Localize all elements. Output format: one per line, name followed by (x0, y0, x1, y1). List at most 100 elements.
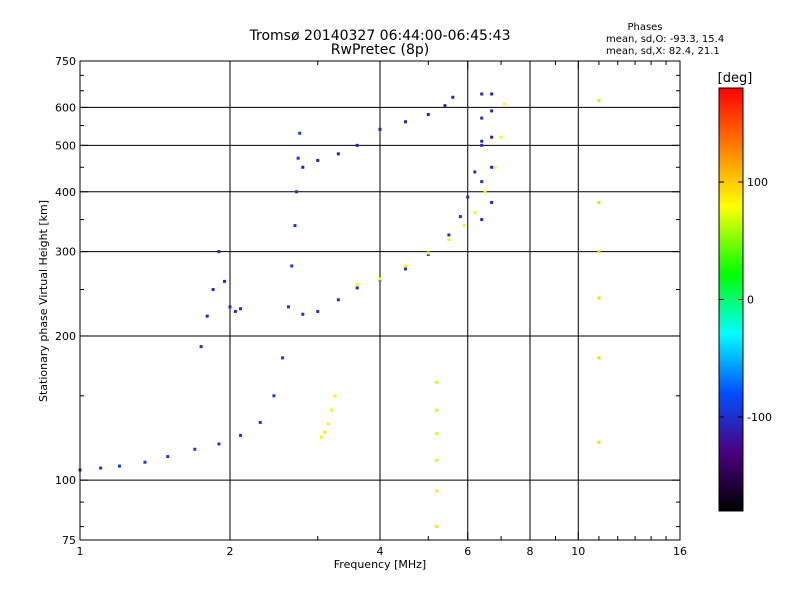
data-point (166, 455, 170, 459)
x-tick-label: 10 (571, 545, 585, 558)
data-point (355, 283, 359, 287)
axes: 1 2 4 6 8 10 16 75 100 200 300 400 500 600 750 (55, 55, 687, 558)
data-point (490, 200, 494, 204)
data-point (193, 447, 197, 451)
data-point (490, 135, 494, 139)
data-point (483, 190, 487, 194)
data-point (435, 525, 439, 529)
data-point (480, 139, 484, 143)
data-point (378, 127, 382, 131)
data-point (223, 279, 227, 283)
data-point (435, 458, 439, 462)
data-point (458, 215, 462, 219)
y-tick-label: 300 (55, 246, 76, 259)
y-tick-label: 600 (55, 101, 76, 114)
x-tick-label: 16 (673, 545, 687, 558)
data-point (426, 251, 430, 255)
y-tick-label: 100 (55, 474, 76, 487)
data-point (217, 442, 221, 446)
colorbar-label: [deg] (718, 71, 753, 86)
data-point (480, 218, 484, 222)
x-axis-label: Frequency [MHz] (334, 558, 426, 571)
data-point (290, 264, 294, 268)
data-point (316, 309, 320, 313)
data-point (597, 200, 601, 204)
data-point (143, 460, 147, 464)
data-point (480, 180, 484, 184)
data-point (233, 309, 237, 313)
data-point (499, 135, 503, 139)
data-point (403, 267, 407, 271)
data-point (239, 433, 243, 437)
x-tick-label: 8 (527, 545, 534, 558)
data-point (435, 408, 439, 412)
grid (80, 61, 680, 540)
data-point (462, 224, 466, 228)
data-point (480, 143, 484, 147)
data-point (502, 102, 506, 106)
data-point (597, 250, 601, 254)
data-point (217, 250, 221, 254)
data-point (333, 394, 337, 398)
data-point (447, 233, 451, 237)
y-tick-label: 200 (55, 330, 76, 343)
x-tick-label: 6 (464, 545, 471, 558)
y-tick-label: 400 (55, 186, 76, 199)
data-point (443, 104, 447, 108)
x-tick-label: 4 (377, 545, 384, 558)
data-point (435, 432, 439, 436)
y-axis-label: Stationary phase Virtual Height [km] (37, 200, 50, 402)
data-point (597, 356, 601, 360)
data-point (286, 305, 290, 309)
data-point (117, 464, 121, 468)
y-tick-label: 75 (62, 534, 76, 547)
data-point (473, 170, 477, 174)
data-point (597, 296, 601, 300)
data-point (296, 156, 300, 160)
data-point (378, 277, 382, 281)
data-point (473, 211, 477, 215)
data-point (480, 92, 484, 96)
y-tick-label: 500 (55, 139, 76, 152)
data-point (323, 430, 327, 434)
data-point (301, 165, 305, 169)
data-point (490, 109, 494, 113)
data-point (435, 489, 439, 493)
x-tick-label: 1 (77, 545, 84, 558)
data-point (295, 190, 299, 194)
data-point (451, 95, 455, 99)
data-point (272, 394, 276, 398)
legend-heading: Phases (627, 22, 662, 33)
x-tick-label: 2 (227, 545, 234, 558)
data-point (355, 286, 359, 290)
y-tick-label: 750 (55, 55, 76, 68)
data-point (293, 224, 297, 228)
data-point (211, 288, 215, 292)
data-point (493, 165, 497, 169)
colorbar-tick-label: 0 (747, 294, 754, 307)
data-point (99, 466, 103, 470)
data-point (301, 312, 305, 316)
data-point (490, 92, 494, 96)
data-point (326, 422, 330, 426)
data-point (403, 120, 407, 124)
data-point (435, 380, 439, 384)
data-point (597, 99, 601, 103)
data-point (355, 143, 359, 147)
data-point (205, 314, 209, 318)
data-point (480, 116, 484, 120)
data-point (228, 305, 232, 309)
legend-line-x: mean, sd,X: 82.4, 21.1 (606, 46, 720, 57)
data-point (239, 307, 243, 311)
data-point (199, 345, 203, 349)
data-point (330, 408, 334, 412)
legend-line-o: mean, sd,O: -93.3, 15.4 (606, 34, 724, 45)
data-point (336, 298, 340, 302)
colorbar-tick-label: -100 (747, 411, 772, 424)
data-point (281, 356, 285, 360)
colorbar-ticks: 100 0 -100 (718, 87, 772, 512)
data-point (319, 435, 323, 439)
data-point (466, 195, 470, 199)
data-point (298, 131, 302, 135)
